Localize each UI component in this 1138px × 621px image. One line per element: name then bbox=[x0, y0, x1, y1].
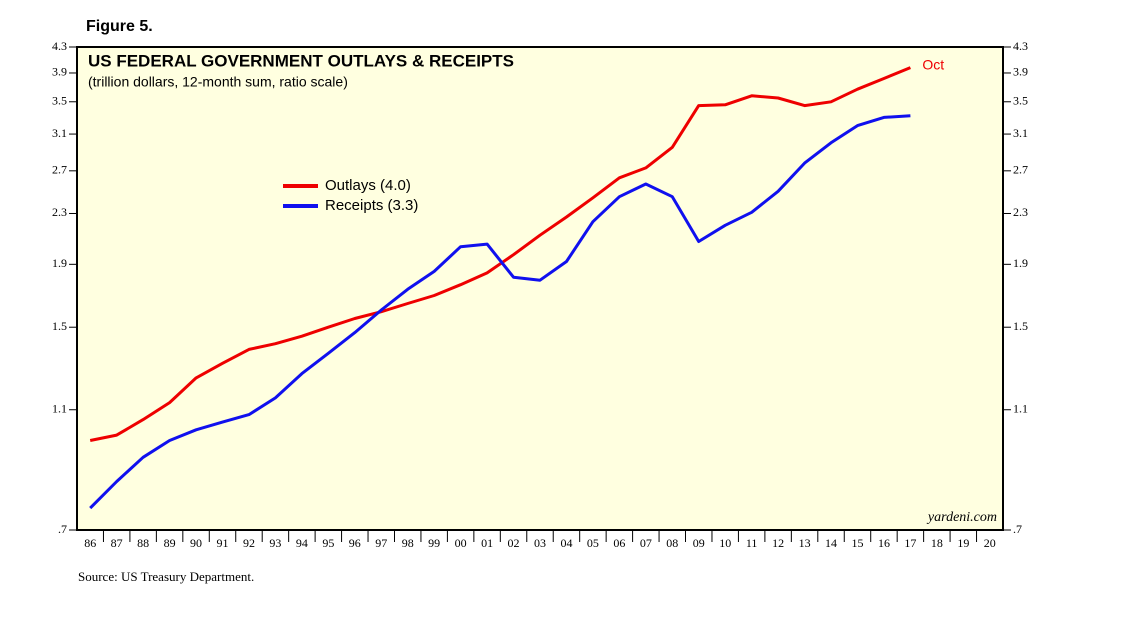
line-series bbox=[89, 114, 911, 510]
x-tick-label: 20 bbox=[984, 536, 996, 550]
x-tick-label: 13 bbox=[799, 536, 811, 550]
x-tick-label: 12 bbox=[772, 536, 784, 550]
x-tick-label: 14 bbox=[825, 536, 837, 550]
watermark: yardeni.com bbox=[926, 510, 997, 525]
y-tick-label: 1.5 bbox=[52, 319, 67, 333]
y2-tick-label: .7 bbox=[1013, 522, 1022, 536]
plot-area bbox=[76, 46, 1004, 531]
y-tick-label: 4.3 bbox=[52, 39, 67, 53]
line-series bbox=[89, 66, 911, 442]
chart-title: US FEDERAL GOVERNMENT OUTLAYS & RECEIPTS bbox=[88, 51, 514, 70]
x-tick-label: 07 bbox=[640, 536, 652, 550]
figure-label: Figure 5. bbox=[86, 18, 153, 35]
x-tick-label: 87 bbox=[111, 536, 123, 550]
y2-tick-label: 1.9 bbox=[1013, 256, 1028, 270]
x-tick-label: 18 bbox=[931, 536, 943, 550]
y2-tick-label: 3.5 bbox=[1013, 94, 1028, 108]
x-tick-label: 15 bbox=[851, 536, 863, 550]
x-tick-label: 16 bbox=[878, 536, 890, 550]
x-tick-label: 86 bbox=[84, 536, 96, 550]
x-tick-label: 91 bbox=[217, 536, 229, 550]
x-tick-label: 06 bbox=[613, 536, 625, 550]
x-tick-label: 10 bbox=[719, 536, 731, 550]
x-tick-label: 98 bbox=[402, 536, 414, 550]
x-tick-label: 88 bbox=[137, 536, 149, 550]
x-tick-label: 93 bbox=[269, 536, 281, 550]
x-tick-label: 05 bbox=[587, 536, 599, 550]
y-tick-label: 2.3 bbox=[52, 205, 67, 219]
x-tick-label: 03 bbox=[534, 536, 546, 550]
x-tick-label: 99 bbox=[428, 536, 440, 550]
x-tick-label: 02 bbox=[508, 536, 520, 550]
x-tick-label: 89 bbox=[164, 536, 176, 550]
y2-tick-label: 1.5 bbox=[1013, 319, 1028, 333]
x-tick-label: 00 bbox=[455, 536, 467, 550]
legend-label: Receipts (3.3) bbox=[325, 197, 418, 214]
y2-tick-label: 2.3 bbox=[1013, 205, 1028, 219]
x-tick-label: 92 bbox=[243, 536, 255, 550]
source: Source: US Treasury Department. bbox=[78, 569, 254, 584]
x-tick-label: 97 bbox=[375, 536, 387, 550]
x-tick-label: 95 bbox=[322, 536, 334, 550]
chart-subtitle: (trillion dollars, 12-month sum, ratio s… bbox=[88, 74, 348, 90]
x-tick-label: 09 bbox=[693, 536, 705, 550]
y2-tick-label: 1.1 bbox=[1013, 401, 1028, 415]
x-tick-label: 08 bbox=[666, 536, 678, 550]
y-tick-label: 1.9 bbox=[52, 256, 67, 270]
y-tick-label: 3.5 bbox=[52, 94, 67, 108]
y-tick-label: .7 bbox=[58, 522, 67, 536]
y2-tick-label: 4.3 bbox=[1013, 39, 1028, 53]
y-tick-label: 3.9 bbox=[52, 65, 67, 79]
x-tick-label: 96 bbox=[349, 536, 361, 550]
x-tick-label: 17 bbox=[904, 536, 916, 550]
y2-tick-label: 3.9 bbox=[1013, 65, 1028, 79]
x-tick-label: 94 bbox=[296, 536, 308, 550]
y-tick-label: 3.1 bbox=[52, 126, 67, 140]
y-tick-label: 2.7 bbox=[52, 163, 67, 177]
x-tick-label: 11 bbox=[746, 536, 758, 550]
legend-label: Outlays (4.0) bbox=[325, 177, 411, 194]
x-tick-label: 90 bbox=[190, 536, 202, 550]
x-tick-label: 01 bbox=[481, 536, 493, 550]
x-tick-label: 04 bbox=[560, 536, 572, 550]
y2-tick-label: 3.1 bbox=[1013, 126, 1028, 140]
x-tick-label: 19 bbox=[957, 536, 969, 550]
annotation: Oct bbox=[922, 56, 944, 72]
y-tick-label: 1.1 bbox=[52, 401, 67, 415]
y2-tick-label: 2.7 bbox=[1013, 163, 1028, 177]
